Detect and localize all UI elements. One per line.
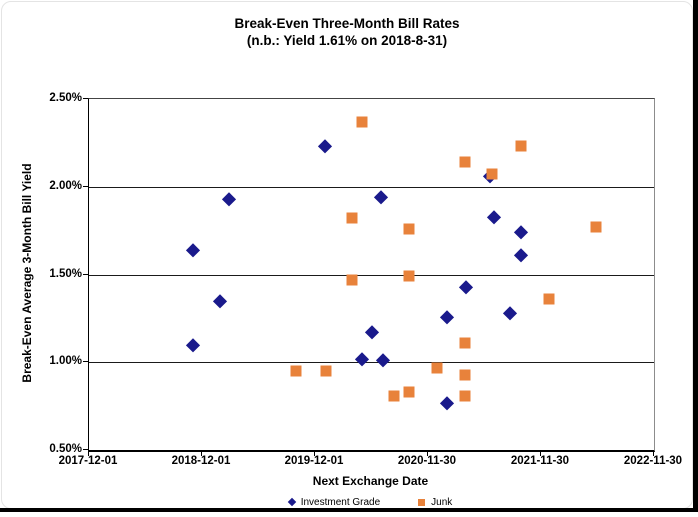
diamond-marker-investment-grade	[376, 353, 390, 368]
y-tick-mark	[83, 98, 88, 99]
square-marker-junk	[290, 365, 302, 377]
y-tick-mark	[83, 449, 88, 450]
bottom-edge-bar	[0, 508, 698, 512]
y-tick-label: 1.50%	[49, 267, 82, 280]
x-tick-mark	[88, 451, 89, 456]
diamond-marker-investment-grade	[513, 225, 528, 240]
x-tick-label: 2019-12-01	[284, 455, 344, 467]
x-tick-mark	[314, 451, 315, 456]
x-tick-label: 2020-11-30	[397, 455, 457, 467]
diamond-marker-investment-grade	[440, 395, 454, 410]
square-marker-junk	[459, 337, 471, 349]
legend-entry-investment-grade: Investment Grade	[287, 496, 381, 508]
diamond-marker-investment-grade	[186, 337, 200, 352]
diamond-marker-investment-grade	[440, 309, 454, 324]
diamond-marker-investment-grade	[222, 192, 236, 206]
right-edge-bar	[693, 0, 698, 512]
square-marker-junk	[403, 270, 415, 282]
legend-label: Investment Grade	[300, 496, 381, 508]
square-marker-junk	[459, 156, 471, 168]
y-tick-label: 0.50%	[49, 443, 82, 455]
legend-entry-junk: Junk	[418, 497, 452, 508]
y-tick-label: 2.00%	[49, 179, 82, 192]
x-tick-label: 2017-12-01	[58, 455, 118, 467]
chart-title-line2: (n.b.: Yield 1.61% on 2018-8-31)	[246, 33, 448, 48]
x-axis-title: Next Exchange Date	[312, 474, 429, 488]
plot-area	[88, 98, 655, 452]
legend-label: Junk	[431, 496, 453, 508]
gridline	[89, 274, 654, 276]
square-marker-junk	[346, 212, 358, 224]
diamond-marker-investment-grade	[186, 243, 200, 257]
y-tick-mark	[83, 185, 88, 187]
diamond-marker-investment-grade	[355, 352, 370, 366]
square-marker-junk	[403, 223, 415, 235]
x-tick-label: 2018-12-01	[171, 455, 231, 467]
square-marker-junk	[431, 362, 443, 373]
square-marker-junk	[459, 369, 471, 381]
square-marker-junk	[320, 365, 332, 377]
x-tick-mark	[201, 451, 202, 456]
gridline	[89, 362, 654, 364]
chart-frame: Break-Even Three-Month Bill Rates (n.b.:…	[1, 1, 693, 509]
square-marker-junk	[515, 140, 527, 152]
diamond-marker-investment-grade	[213, 294, 227, 308]
diamond-marker-investment-grade	[459, 280, 474, 294]
chart-title: Break-Even Three-Month Bill Rates (n.b.:…	[2, 15, 692, 49]
x-tick-mark	[427, 451, 428, 456]
square-marker-junk	[346, 274, 358, 286]
diamond-marker-investment-grade	[513, 248, 528, 262]
chart-title-line1: Break-Even Three-Month Bill Rates	[234, 16, 460, 31]
square-icon	[418, 498, 426, 506]
x-tick-mark	[653, 451, 654, 456]
x-tick-mark	[540, 451, 541, 456]
legend: Investment Grade Junk	[88, 494, 653, 510]
y-tick-mark	[83, 361, 88, 363]
diamond-icon	[287, 497, 296, 507]
square-marker-junk	[486, 168, 498, 180]
diamond-marker-investment-grade	[373, 190, 388, 204]
square-marker-junk	[403, 386, 415, 398]
y-tick-label: 1.00%	[49, 355, 82, 368]
x-tick-label: 2022-11-30	[623, 455, 683, 467]
square-marker-junk	[356, 116, 368, 128]
y-tick-mark	[83, 273, 88, 275]
diamond-marker-investment-grade	[318, 139, 332, 154]
square-marker-junk	[388, 390, 400, 402]
square-marker-junk	[543, 293, 555, 305]
diamond-marker-investment-grade	[503, 306, 518, 320]
diamond-marker-investment-grade	[486, 209, 501, 224]
square-marker-junk	[459, 390, 471, 402]
diamond-marker-investment-grade	[364, 325, 379, 340]
y-tick-label: 2.50%	[49, 92, 82, 104]
gridline	[89, 186, 654, 188]
square-marker-junk	[590, 221, 602, 233]
x-tick-label: 2021-11-30	[510, 455, 570, 467]
